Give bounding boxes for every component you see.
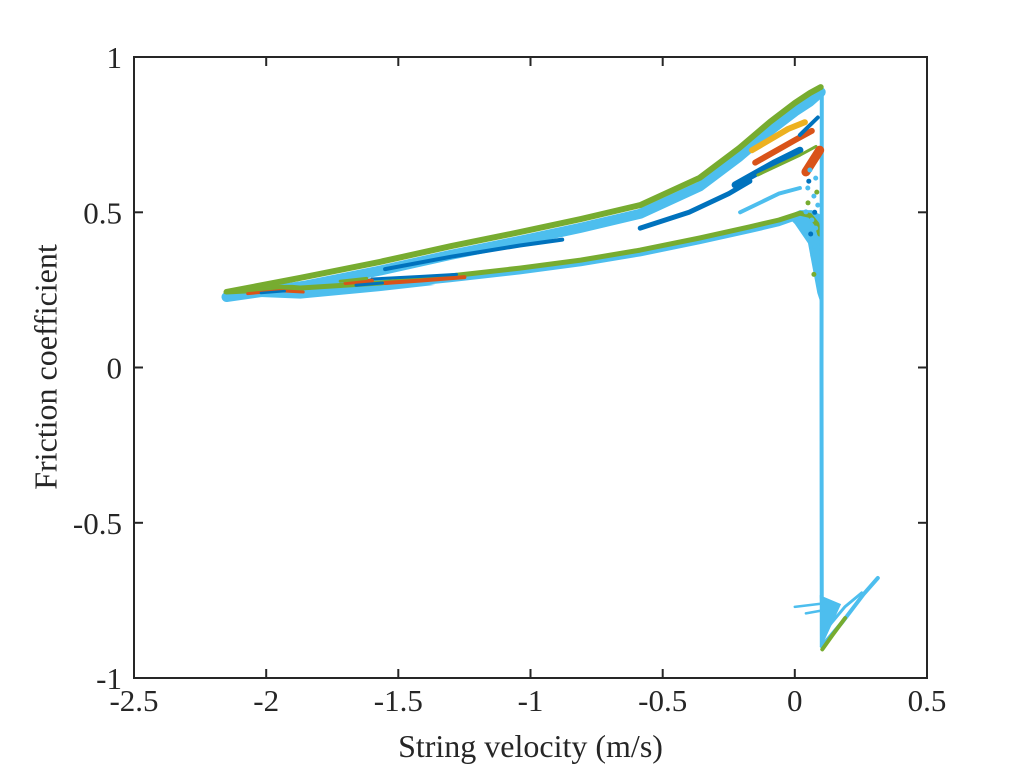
x-tick-label: -1.5 [374,683,423,718]
series-upper-edge-green [223,84,824,295]
series-transition-dashes-cyan-dot [811,193,817,199]
x-tick-label: -2.5 [109,683,158,718]
series-tail-green [820,616,848,652]
series-transition-dashes-cyan-dot [813,262,819,268]
series-transition-dashes-cyan-dot [807,167,813,173]
series-tail-dash-1 [793,601,830,609]
series-transition-dashes-cyan-dot [813,225,819,231]
series-transition-dashes-cyan-dot [809,217,815,223]
x-tick-label: -1 [518,683,544,718]
series-tip-cluster-green [338,276,369,283]
series-transition-dashes-cyan-dot [812,243,818,249]
y-tick-label: 0.5 [83,195,122,230]
series-transition-dashes-cyan-dot [810,253,816,259]
series-peak-blue-streak [731,146,804,189]
series-transition-dashes-blue-dot [806,178,812,184]
series-peak-orange-streak [752,127,815,166]
series-lower-edge-cyan [224,213,803,299]
series-mid-blue-thin [370,272,458,281]
series-tail-cyan-upper [820,591,864,636]
x-tick-label: -2 [253,683,279,718]
series-mid-blue-streak [383,237,565,272]
series-peak-yellow-streak [749,119,808,154]
series-transition-dashes-cyan-dot [815,202,821,208]
series-transition-dashes-cyan-dot [813,175,819,181]
x-tick-label: 0 [787,683,803,718]
y-tick-label: 0 [107,351,123,386]
y-tick-label: -0.5 [73,506,122,541]
series-peak-green-inner [756,144,818,177]
y-axis-label: Friction coefficient [27,244,64,490]
series-mid-orange-streak [383,275,467,285]
series-tip-cluster-orange [343,278,374,285]
series-peak-blue-short [797,115,820,137]
series-right-column-fill [786,210,824,312]
x-axis-label: String velocity (m/s) [398,728,663,764]
series-upper-band-cyan [221,87,826,302]
series-band-blue-right [637,178,753,231]
series-transition-dashes-cyan-dot [805,185,811,191]
series-transition-dashes-cyan-dot [803,209,809,215]
series-peak-cyan-wisp [738,186,802,215]
y-tick-label: -1 [96,661,122,696]
x-tick-label: 0.5 [908,683,947,718]
series-tip-cluster-blue [354,281,384,287]
y-tick-label: 1 [107,40,123,75]
series-transition-dashes-green-dot [814,189,820,195]
series-transition-dashes-green-dot [805,200,811,206]
series-transition-dashes-green-dot [811,271,817,277]
series-transition-dashes-blue-dot [808,231,814,237]
series-transition-dashes-cyan-dot [807,235,813,241]
series-tip-blue-dash [259,289,286,295]
series-tail-dash-2 [804,608,826,615]
series-bottom-v-fill [819,595,842,647]
x-tick-label: -0.5 [638,683,687,718]
series-transition-dashes-blue-dot [812,209,818,215]
